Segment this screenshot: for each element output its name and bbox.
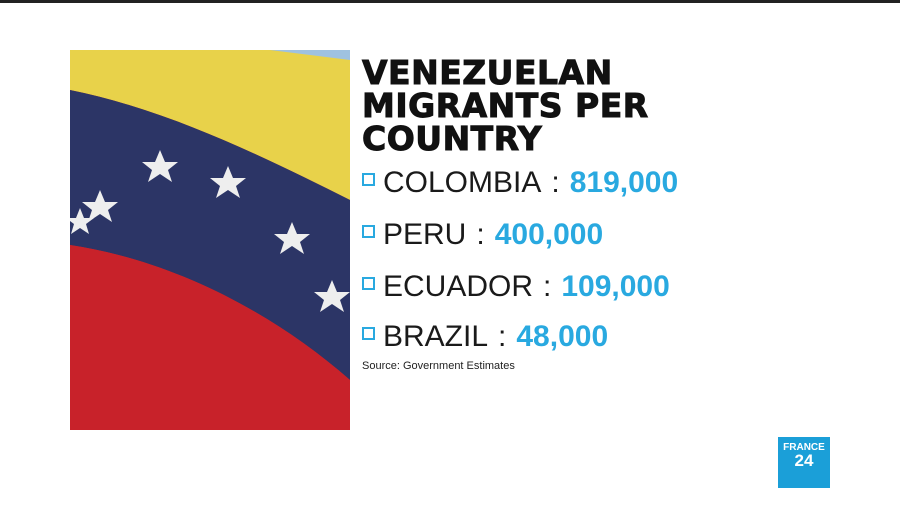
country: PERU (383, 218, 467, 251)
top-bar (0, 0, 900, 3)
value: 48,000 (516, 320, 609, 353)
bullet (362, 224, 375, 238)
separator: : (476, 218, 485, 251)
item-row: BRAZIL:48,000 (362, 319, 608, 355)
source-note: Source: Government Estimates (362, 360, 515, 372)
bullet (362, 172, 375, 186)
country: ECUADOR (383, 270, 534, 303)
bullet (362, 276, 375, 290)
title: VENEZUELAN MIGRANTS PER COUNTRY (362, 53, 649, 158)
value: 109,000 (561, 270, 670, 303)
logo-line: FRANCE (783, 442, 825, 453)
item-row: COLOMBIA:819,000 (362, 165, 678, 201)
separator: : (498, 320, 507, 353)
separator: : (551, 166, 560, 199)
value: 400,000 (494, 218, 604, 251)
item-row: PERU:400,000 (362, 217, 603, 253)
country: COLOMBIA (383, 166, 542, 199)
logo-line: 24 (794, 451, 814, 470)
logo: FRANCE 24 (778, 437, 830, 488)
country: BRAZIL (383, 320, 489, 353)
flag-image (70, 50, 350, 430)
bullet (362, 326, 375, 340)
item-row: ECUADOR:109,000 (362, 269, 670, 305)
value: 819,000 (569, 166, 679, 199)
separator: : (543, 270, 552, 303)
